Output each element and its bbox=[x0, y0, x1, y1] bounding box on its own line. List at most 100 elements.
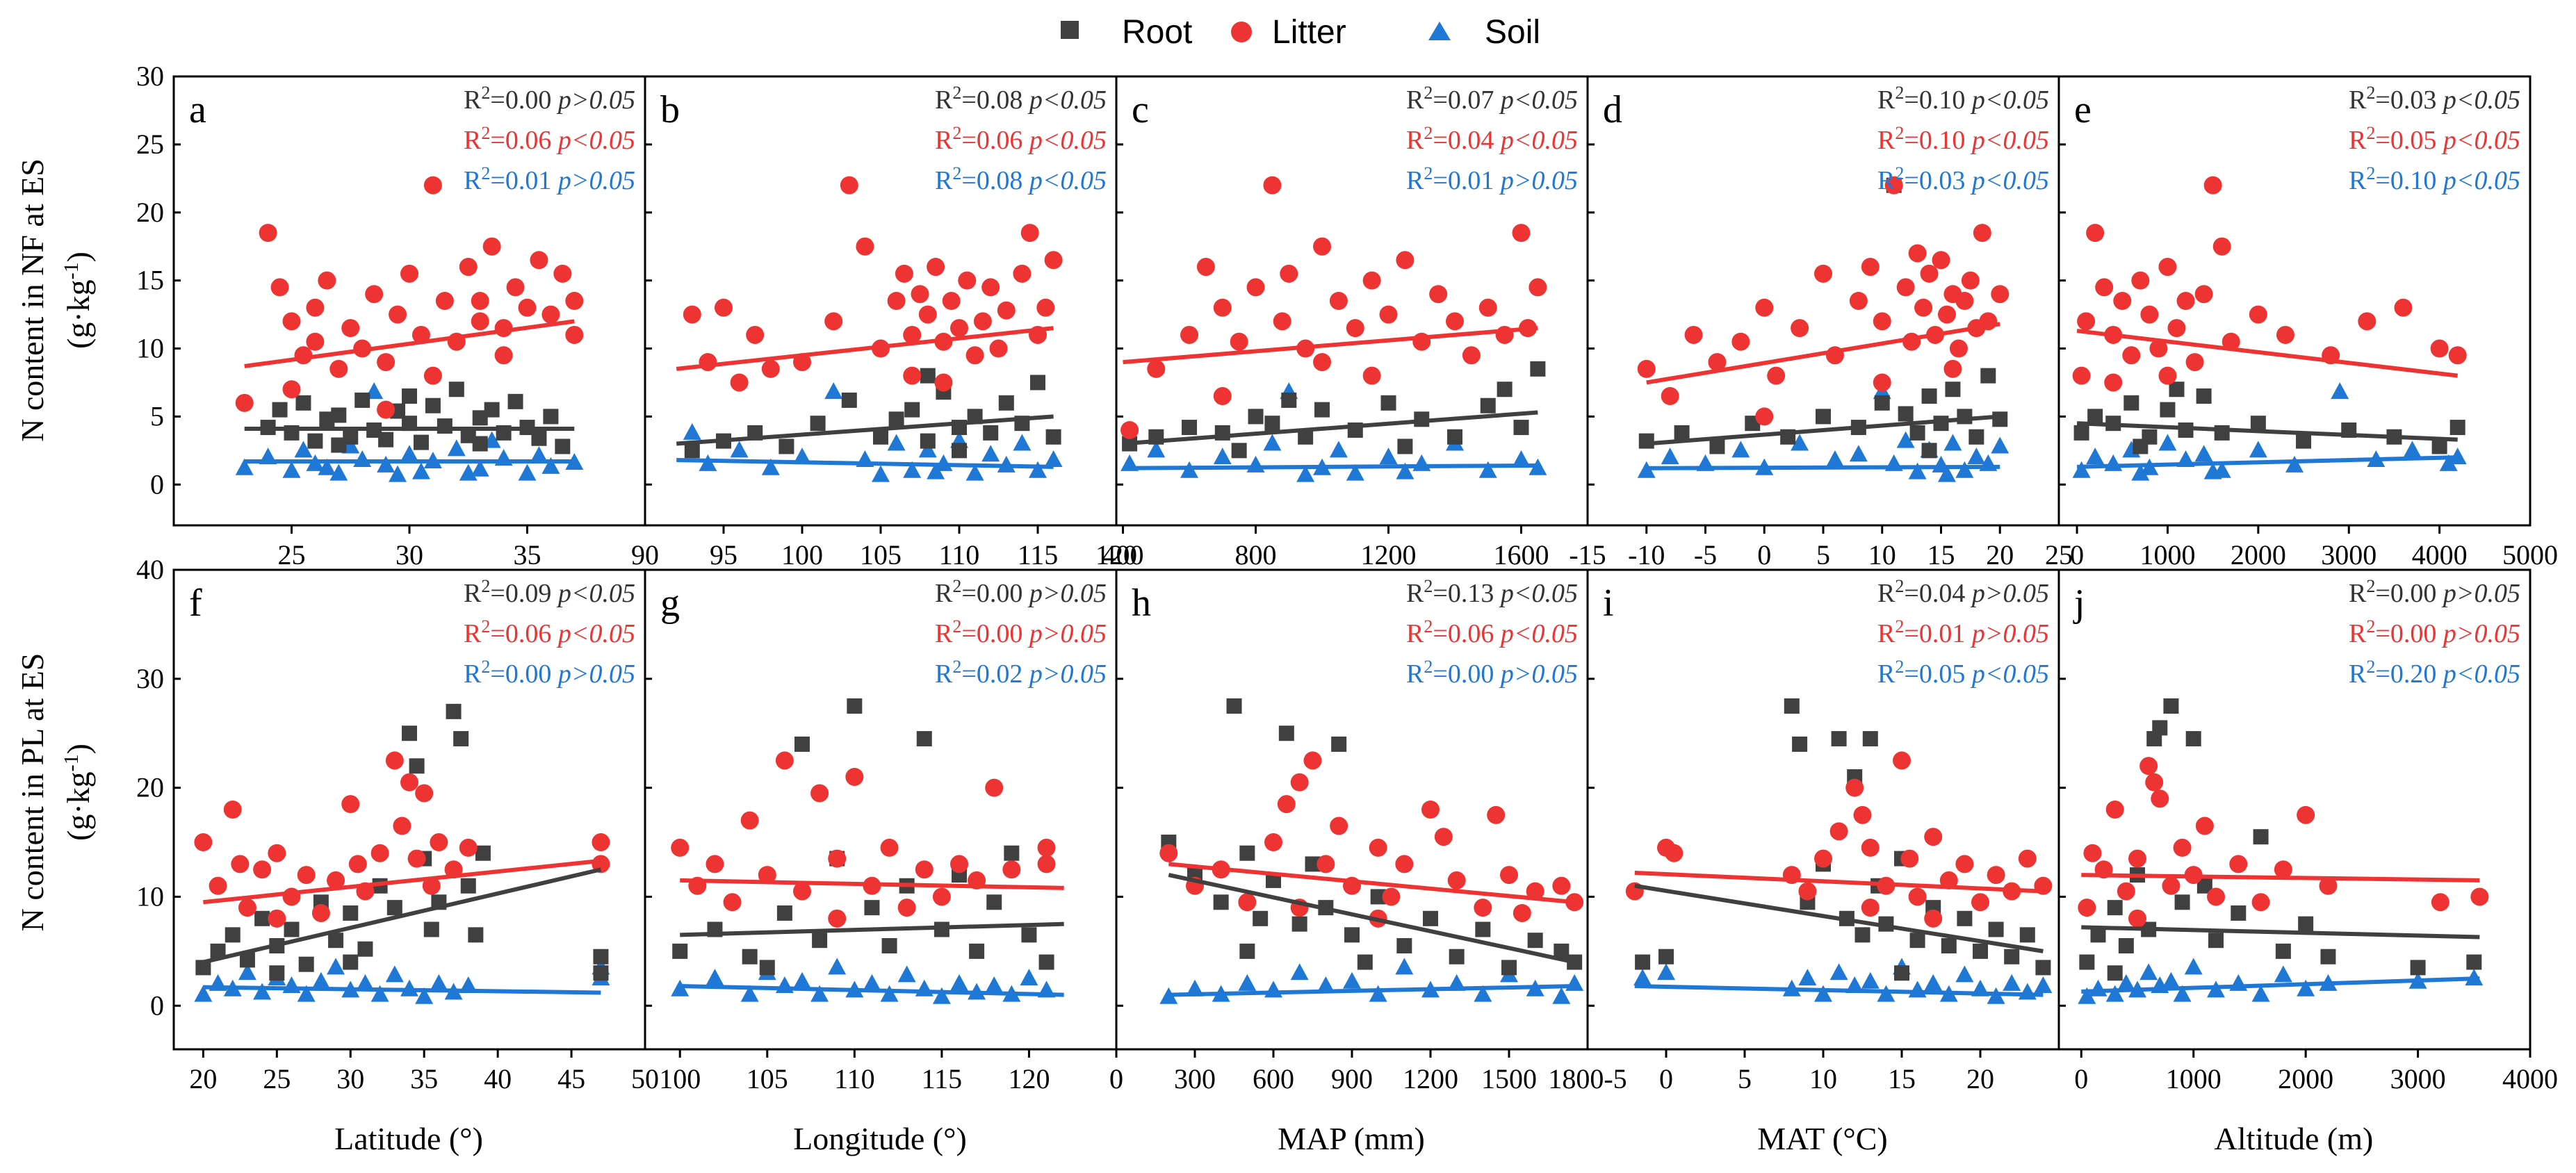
y-unit-open-top: (g·kg bbox=[60, 279, 96, 349]
litter-point bbox=[2139, 757, 2158, 776]
soil-point bbox=[311, 971, 330, 989]
litter-point bbox=[268, 844, 286, 862]
root-point bbox=[2250, 416, 2266, 432]
panels: a 0 5 10 15 20 25 30 25 30 35 90 R2=0.00 p>0.05 R2=0.… bbox=[136, 60, 2558, 1094]
soil-point bbox=[1955, 461, 1974, 478]
root-point bbox=[920, 368, 936, 384]
litter-point bbox=[1908, 244, 1927, 263]
litter-point bbox=[1044, 251, 1063, 270]
root-point bbox=[475, 845, 491, 861]
root-point bbox=[778, 438, 794, 454]
litter-point bbox=[592, 833, 610, 852]
litter-fit-line bbox=[676, 326, 1054, 371]
litter-point bbox=[828, 909, 847, 928]
root-point bbox=[593, 949, 609, 965]
series-root bbox=[260, 382, 571, 454]
root-point bbox=[1957, 409, 1973, 425]
litter-point bbox=[365, 285, 384, 304]
y-unit-exp-top: -1 bbox=[60, 262, 83, 279]
soil-point bbox=[1238, 974, 1257, 991]
litter-point bbox=[1002, 860, 1021, 879]
root-point bbox=[1253, 910, 1269, 926]
litter-point bbox=[2176, 292, 2195, 310]
series-litter bbox=[1625, 751, 2053, 928]
litter-point bbox=[1238, 893, 1257, 912]
litter-point bbox=[341, 795, 360, 814]
x-tick-label: 600 bbox=[1253, 1063, 1294, 1094]
root-point bbox=[448, 382, 464, 397]
y-axis-unit-bottom: (g·kg-1) bbox=[60, 744, 96, 841]
x-tick-label: 110 bbox=[939, 539, 980, 571]
litter-point bbox=[1159, 844, 1178, 862]
litter-point bbox=[1987, 866, 2005, 885]
soil-point bbox=[1861, 971, 1880, 989]
litter-point bbox=[2162, 876, 2180, 895]
stat-root: R2=0.08 p<0.05 bbox=[935, 83, 1107, 115]
litter-point bbox=[1362, 271, 1381, 290]
litter-point bbox=[1512, 224, 1531, 243]
soil-point bbox=[327, 958, 345, 975]
litter-point bbox=[828, 849, 847, 868]
litter-point bbox=[1303, 751, 1322, 770]
litter-fit-line bbox=[1634, 870, 2044, 894]
soil-point bbox=[377, 455, 396, 473]
litter-point bbox=[2158, 258, 2177, 277]
soil-point bbox=[1264, 981, 1282, 998]
litter-point bbox=[194, 833, 213, 852]
x-tick-label: 800 bbox=[1235, 539, 1277, 571]
root-point bbox=[2160, 402, 2176, 418]
litter-point bbox=[268, 909, 286, 928]
root-point bbox=[1554, 943, 1570, 959]
soil-point bbox=[927, 462, 945, 479]
litter-point bbox=[282, 312, 301, 331]
litter-point bbox=[1973, 224, 1991, 243]
litter-point bbox=[856, 237, 874, 256]
x-tick-label: 20 bbox=[1986, 539, 2014, 571]
litter-point bbox=[1708, 353, 1727, 372]
root-point bbox=[1992, 411, 2008, 427]
soil-point bbox=[1991, 436, 2010, 454]
litter-point bbox=[746, 325, 765, 344]
root-point bbox=[343, 954, 359, 970]
litter-point bbox=[2158, 366, 2177, 385]
root-point bbox=[1239, 845, 1255, 861]
litter-point bbox=[231, 855, 250, 873]
soil-point bbox=[1896, 431, 1915, 448]
x-tick-label-end: 5000 bbox=[2502, 539, 2558, 571]
litter-point bbox=[530, 251, 548, 270]
root-point bbox=[2079, 954, 2095, 970]
panel-i: i 0 5 10 15 20 R2=0.04 p>0.05 R2=0.01 p>0.05 R2=… bbox=[1586, 568, 2060, 1094]
root-point bbox=[881, 938, 897, 954]
x-title-mat: MAT (°C) bbox=[1757, 1121, 1888, 1156]
soil-point bbox=[1296, 465, 1315, 482]
soil-point bbox=[1512, 450, 1531, 468]
x-tick-label: 1200 bbox=[1361, 539, 1417, 571]
root-point bbox=[593, 965, 609, 981]
stat-soil: R2=0.08 p<0.05 bbox=[935, 163, 1107, 195]
litter-point bbox=[1474, 899, 1492, 917]
litter-point bbox=[238, 899, 256, 917]
soil-point bbox=[2448, 448, 2467, 465]
litter-point bbox=[1873, 312, 1891, 331]
litter-point bbox=[223, 801, 242, 819]
soil-point bbox=[2184, 958, 2203, 975]
root-point bbox=[437, 418, 453, 434]
root-point bbox=[460, 878, 476, 894]
soil-point bbox=[1044, 450, 1063, 468]
soil-point bbox=[2158, 434, 2177, 451]
root-point bbox=[1449, 949, 1465, 965]
soil-point bbox=[1396, 462, 1415, 479]
stat-litter: R2=0.01 p>0.05 bbox=[1877, 616, 2049, 648]
soil-point bbox=[1329, 441, 1348, 458]
litter-point bbox=[270, 278, 289, 297]
root-point bbox=[1231, 443, 1247, 459]
x-tick-label: 110 bbox=[834, 1063, 875, 1094]
stat-litter: R2=0.05 p<0.05 bbox=[2349, 123, 2520, 155]
litter-point bbox=[1246, 278, 1265, 297]
root-point bbox=[328, 933, 344, 949]
litter-point bbox=[377, 400, 396, 419]
x-tick-label: 45 bbox=[557, 1063, 585, 1094]
root-point bbox=[331, 437, 347, 453]
soil-point bbox=[880, 985, 899, 1002]
root-point bbox=[1988, 921, 2004, 937]
